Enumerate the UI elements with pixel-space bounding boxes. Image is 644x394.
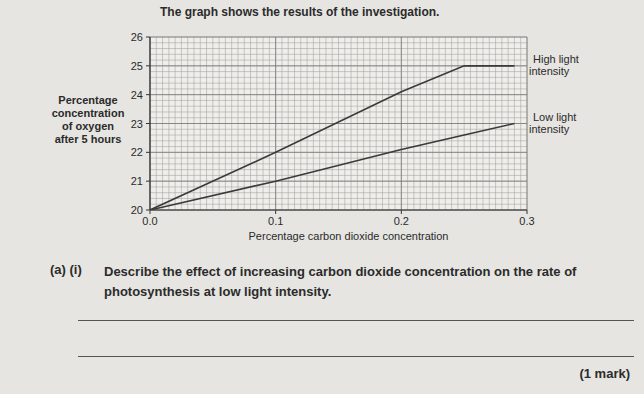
y-tick-label: 20 xyxy=(131,204,143,216)
minor-grid-line xyxy=(150,135,527,136)
minor-grid-line xyxy=(150,37,151,210)
minor-grid-line xyxy=(150,88,527,89)
series-label: High lightintensity xyxy=(529,53,579,77)
x-axis-label: Percentage carbon dioxide concentration xyxy=(249,230,449,242)
minor-grid-line xyxy=(150,181,527,182)
y-tick-label: 23 xyxy=(131,118,143,130)
minor-grid-line xyxy=(150,146,527,147)
y-tick-label: 25 xyxy=(131,60,143,72)
question-number: (a) (i) xyxy=(50,262,82,277)
marks: (1 mark) xyxy=(579,366,630,381)
x-tick xyxy=(527,210,528,214)
grid-line xyxy=(150,152,527,153)
grid-line xyxy=(150,94,527,95)
x-tick xyxy=(401,210,402,214)
grid-line xyxy=(150,210,527,211)
minor-grid-line xyxy=(150,111,527,112)
minor-grid-line xyxy=(150,123,527,124)
series-line xyxy=(150,66,514,210)
grid-line xyxy=(150,37,527,38)
grid-line xyxy=(150,37,151,210)
question-text: Describe the effect of increasing carbon… xyxy=(104,262,609,302)
answer-line xyxy=(78,356,634,357)
x-tick-label: 0.2 xyxy=(394,215,409,227)
x-tick-label: 0.3 xyxy=(519,215,534,227)
header: The graph shows the results of the inves… xyxy=(160,5,439,19)
y-axis-label: Percentageconcentrationof oxygenafter 5 … xyxy=(52,94,125,145)
series-line xyxy=(150,124,514,211)
series-label: Low lightintensity xyxy=(529,111,576,135)
x-axis xyxy=(150,209,527,210)
minor-grid-line xyxy=(150,100,527,101)
lines xyxy=(150,66,514,210)
minor-grid-line xyxy=(150,204,527,205)
minor-grid-line xyxy=(150,169,527,170)
minor-grid-line xyxy=(150,77,527,78)
plot-area xyxy=(150,37,527,210)
minor-grid-line xyxy=(150,48,527,49)
minor-grid-line xyxy=(150,158,527,159)
minor-grid-line xyxy=(150,163,527,164)
minor-grid-line xyxy=(150,117,527,118)
minor-grid xyxy=(150,37,527,210)
y-tick-label: 21 xyxy=(131,175,143,187)
minor-grid-line xyxy=(150,54,527,55)
grid-line xyxy=(150,181,527,182)
minor-grid-line xyxy=(150,106,527,107)
minor-grid-line xyxy=(150,175,527,176)
x-tick xyxy=(150,210,151,214)
y-tick-label: 24 xyxy=(131,89,143,101)
minor-grid-line xyxy=(150,42,527,43)
x-tick xyxy=(275,210,276,214)
minor-grid-line xyxy=(150,129,527,130)
grid-line xyxy=(150,123,527,124)
minor-grid-line xyxy=(150,37,527,38)
minor-grid-line xyxy=(150,186,527,187)
y-tick-label: 22 xyxy=(131,146,143,158)
minor-grid-line xyxy=(150,83,527,84)
minor-grid-line xyxy=(150,60,527,61)
minor-grid-line xyxy=(150,198,527,199)
x-tick-label: 0.1 xyxy=(268,215,283,227)
minor-grid-line xyxy=(150,71,527,72)
minor-grid-line xyxy=(150,152,527,153)
minor-grid-line xyxy=(150,94,527,95)
minor-grid-line xyxy=(150,192,527,193)
chart-svg: The graph shows the results of the inves… xyxy=(0,0,644,394)
minor-grid-line xyxy=(150,210,527,211)
y-tick-label: 26 xyxy=(131,31,143,43)
y-axis xyxy=(149,37,150,210)
minor-grid-line xyxy=(150,140,527,141)
answer-line xyxy=(78,320,634,321)
x-tick-label: 0.0 xyxy=(142,215,157,227)
